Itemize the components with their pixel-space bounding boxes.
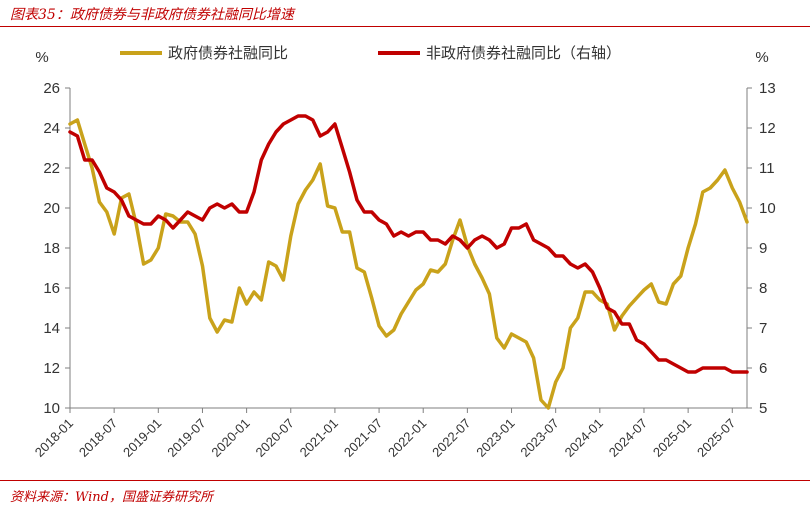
left-y-tick-label: 16	[43, 280, 60, 297]
right-y-tick-label: 8	[759, 280, 767, 297]
left-y-tick-label: 14	[43, 320, 60, 337]
top-divider	[0, 26, 810, 27]
x-tick-label: 2023-07	[517, 416, 561, 460]
right-y-tick-label: 11	[759, 160, 775, 177]
left-axis-unit: %	[35, 49, 48, 66]
x-tick-label: 2021-01	[297, 416, 341, 460]
left-y-tick-label: 20	[43, 200, 60, 217]
chart-legend: 政府债券社融同比 非政府债券社融同比（右轴）	[120, 44, 621, 62]
x-tick-label: 2022-01	[385, 416, 429, 460]
x-tick-label: 2022-07	[429, 416, 473, 460]
right-y-tick-label: 5	[759, 400, 767, 417]
legend-label: 非政府债券社融同比（右轴）	[426, 44, 621, 62]
right-y-tick-label: 12	[759, 120, 776, 137]
x-tick-label: 2020-01	[208, 416, 252, 460]
x-tick-label: 2019-01	[120, 416, 164, 460]
right-y-tick-label: 7	[759, 320, 767, 337]
bottom-divider	[0, 480, 810, 481]
source-note: 资料来源：Wind，国盛证券研究所	[10, 490, 213, 505]
page-title: 图表35：政府债券与非政府债券社融同比增速	[10, 7, 294, 23]
right-axis-unit: %	[755, 49, 768, 66]
x-tick-label: 2025-01	[650, 416, 694, 460]
left-y-tick-label: 12	[43, 360, 60, 377]
legend-label: 政府债券社融同比	[168, 44, 288, 62]
left-y-tick-label: 22	[43, 160, 60, 177]
left-y-tick-label: 10	[43, 400, 60, 417]
left-y-tick-label: 24	[43, 120, 60, 137]
x-tick-label: 2024-01	[562, 416, 606, 460]
x-tick-label: 2020-07	[253, 416, 297, 460]
left-y-tick-label: 18	[43, 240, 60, 257]
x-tick-label: 2025-07	[694, 416, 738, 460]
chart-series	[68, 114, 749, 410]
series-line-government-bonds	[68, 118, 749, 410]
right-y-tick-label: 13	[759, 80, 776, 97]
x-tick-label: 2018-01	[32, 416, 76, 460]
series-line-non-government-bonds	[68, 114, 749, 374]
x-tick-label: 2018-07	[76, 416, 120, 460]
x-tick-label: 2019-07	[164, 416, 208, 460]
dual-axis-line-chart: % % 10 12 14 16 18 20 22 24 26 5 6 7 8 9 10 11 12 13 2018-01…	[32, 44, 776, 460]
x-tick-label: 2024-07	[606, 416, 650, 460]
x-tick-label: 2023-01	[473, 416, 517, 460]
x-tick-label: 2021-07	[341, 416, 385, 460]
right-y-tick-label: 10	[759, 200, 776, 217]
right-y-tick-label: 9	[759, 240, 767, 257]
left-y-tick-label: 26	[43, 80, 60, 97]
right-y-tick-label: 6	[759, 360, 767, 377]
